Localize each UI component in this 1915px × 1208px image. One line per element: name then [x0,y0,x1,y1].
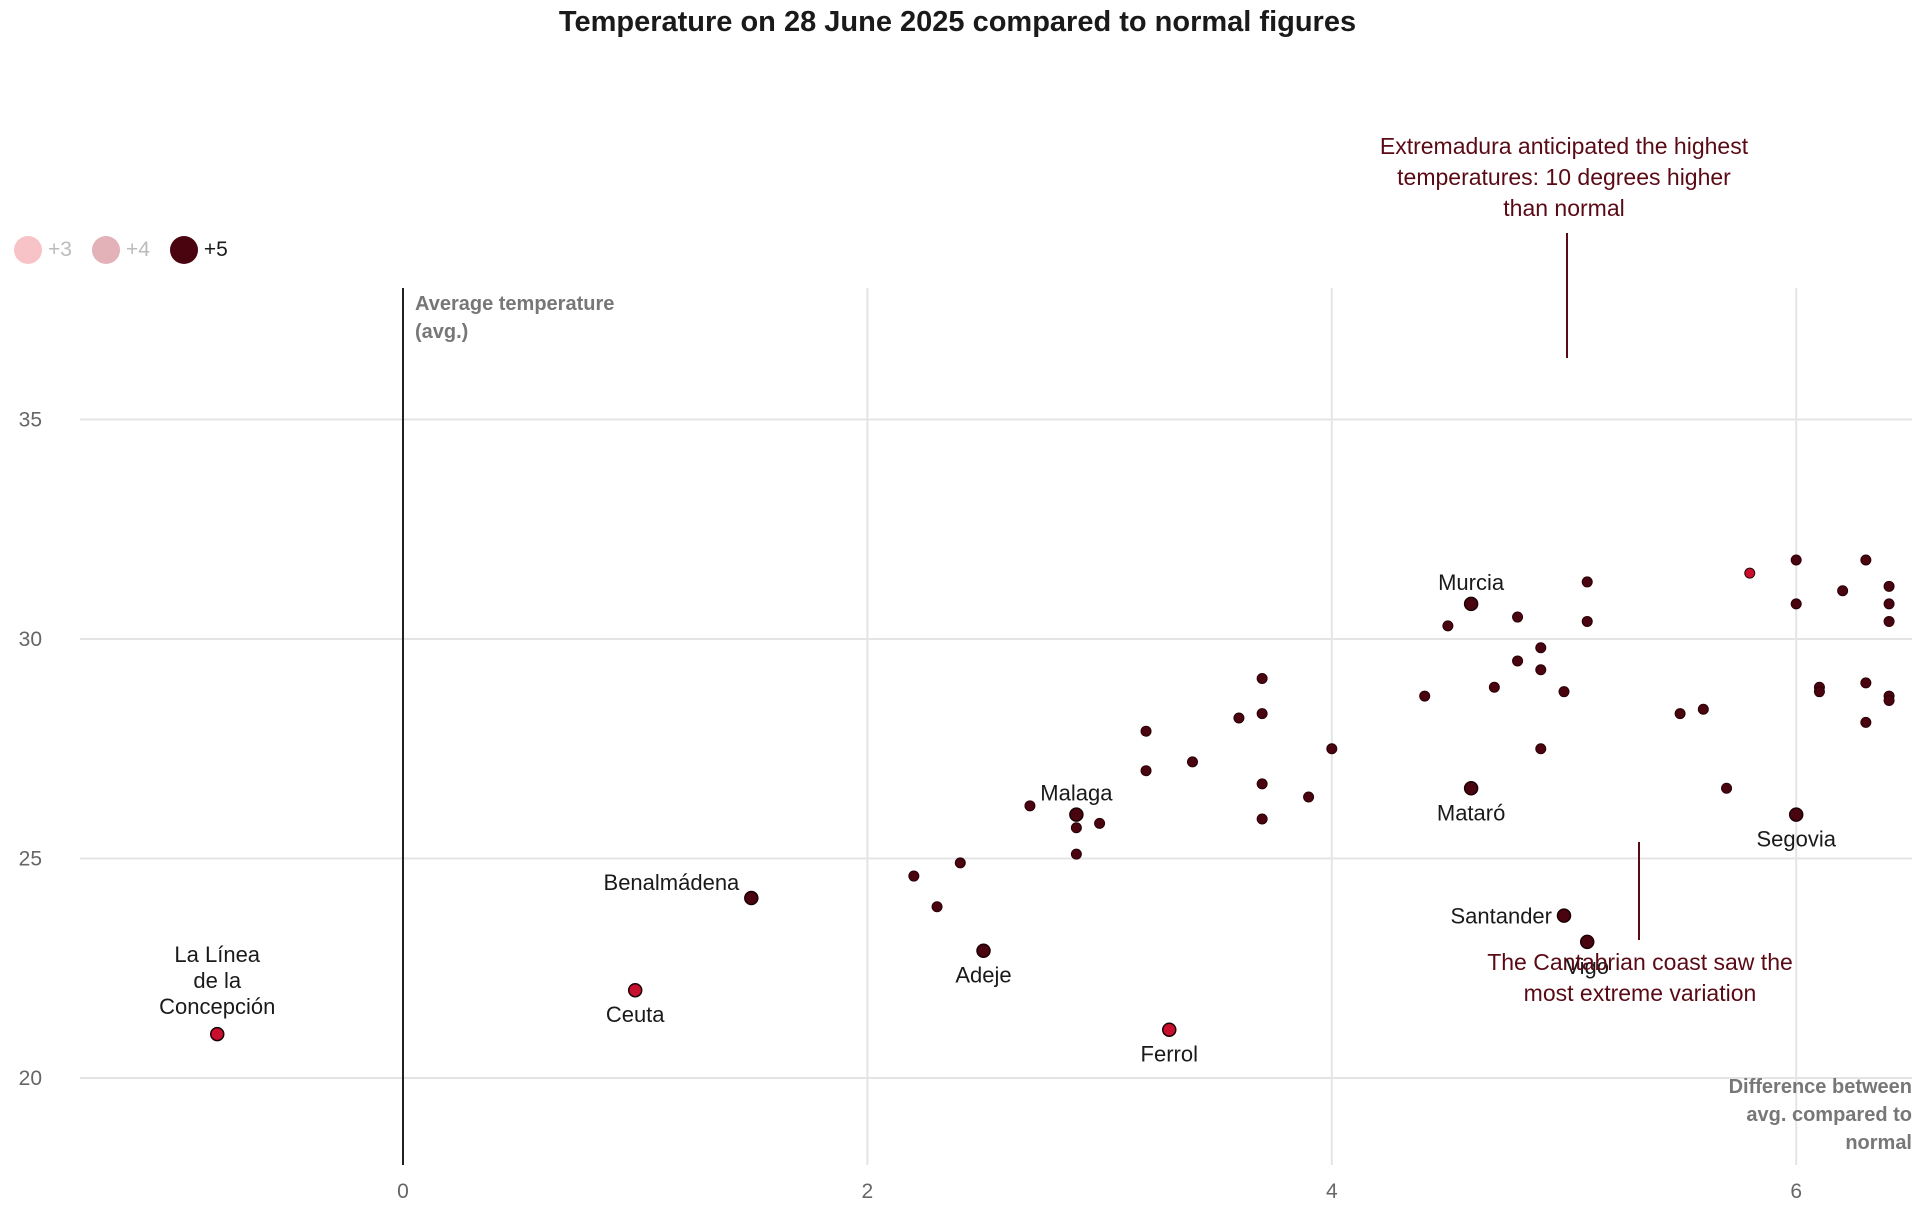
x-axis-label: avg. compared to [1746,1104,1912,1126]
point-label: Benalmádena [604,870,741,895]
legend-label: +5 [203,238,228,261]
data-point [954,857,966,869]
data-point [908,870,920,882]
legend-item: +4 [91,236,150,264]
legend-item: +3 [14,236,72,264]
chart-title: Temperature on 28 June 2025 compared to … [558,6,1357,38]
labeled-data-point [1162,1022,1177,1037]
data-point [1837,585,1849,597]
labeled-data-point [744,890,759,906]
labeled-data-point [1463,596,1479,612]
data-point [1535,664,1547,676]
x-tick-label: 2 [862,1180,874,1203]
point-label: Malaga [1040,781,1113,806]
data-point [1581,576,1593,588]
data-point [1070,822,1082,834]
x-tick-label: 6 [1790,1180,1802,1203]
legend-swatch [14,236,42,264]
data-point [1488,681,1500,693]
data-point [1512,611,1524,623]
point-label: Segovia [1756,827,1836,852]
labeled-data-point [976,943,991,958]
data-point [1256,673,1268,685]
data-point [1744,567,1756,579]
reference-line-label: Average temperature [415,293,614,315]
x-tick-label: 4 [1326,1180,1338,1203]
data-point [1094,817,1106,829]
data-point [1860,716,1872,728]
data-point [1883,598,1895,610]
labeled-data-point [1579,934,1595,950]
point-label: Santander [1450,904,1552,929]
labeled-data-point [1788,807,1804,822]
point-label: Adeje [955,963,1011,988]
x-tick-label: 0 [397,1180,409,1203]
data-point [1721,782,1733,794]
labeled-data-point [1069,807,1084,822]
data-point [1790,554,1802,566]
point-label: Mataró [1437,800,1505,825]
reference-line-label: (avg.) [415,321,468,343]
data-point [1790,598,1802,610]
data-point [1860,554,1872,566]
data-point [1303,791,1315,803]
data-point [1233,712,1245,724]
point-label: Ceuta [606,1002,665,1027]
data-point [1256,813,1268,825]
data-point [1140,765,1152,777]
point-label: La Línea de la Concepción [159,942,275,1019]
data-point [1883,580,1895,592]
data-point [1024,800,1036,812]
legend-label: +3 [48,238,72,261]
legend-swatch [169,236,198,264]
data-point [1140,725,1152,737]
data-point [1512,655,1524,667]
data-point [1442,620,1454,632]
data-point [1697,703,1709,715]
annotation-text: than normal [1503,195,1624,221]
point-label: Ferrol [1141,1042,1198,1067]
legend: +3 +4 +5 [14,236,248,264]
data-point [1535,743,1547,755]
data-point [1186,756,1198,768]
labeled-data-point [1556,908,1572,923]
annotation-text: most extreme variation [1524,980,1757,1006]
legend-swatch [91,236,120,264]
data-point [1419,690,1431,702]
y-tick-label: 20 [19,1067,42,1090]
labeled-data-point [627,982,643,998]
annotation-text: temperatures: 10 degrees higher [1397,164,1731,190]
data-point [1883,615,1895,627]
point-label: Murcia [1438,570,1505,595]
data-point [1860,677,1872,689]
data-point [1535,642,1547,654]
data-point [1326,743,1338,755]
y-tick-label: 30 [19,628,42,651]
point-label: Vigo [1565,954,1609,979]
x-axis-label: normal [1845,1132,1912,1154]
data-point [1070,848,1082,860]
x-axis-label: Difference between [1729,1076,1912,1098]
annotation-text: The Cantabrian coast saw the [1487,949,1793,975]
data-point [1558,686,1570,698]
data-point [1674,708,1686,720]
data-point [1813,686,1825,698]
data-point [1883,694,1895,706]
labeled-data-point [209,1026,225,1042]
y-tick-label: 35 [19,409,42,432]
data-point [1581,615,1593,627]
data-point [931,901,943,913]
legend-item: +5 [169,236,228,264]
data-point [1256,708,1268,720]
labeled-data-point [1463,781,1479,796]
annotation-text: Extremadura anticipated the highest [1380,133,1749,159]
legend-label: +4 [125,238,150,261]
y-tick-label: 25 [19,848,42,871]
data-point [1256,778,1268,790]
